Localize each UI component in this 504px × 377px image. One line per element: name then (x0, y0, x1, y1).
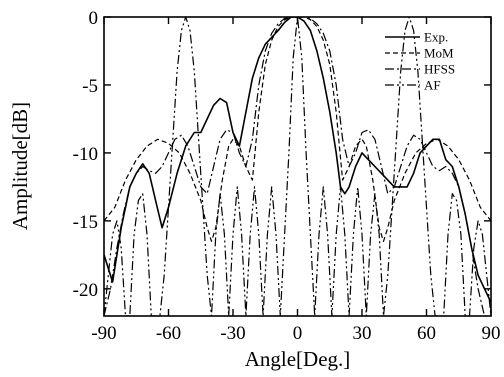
series-line-exp (104, 17, 491, 303)
x-tick-label: -60 (156, 323, 181, 344)
x-tick-label: 60 (417, 323, 436, 344)
x-tick-label: 90 (482, 323, 501, 344)
y-tick-label: 0 (89, 8, 99, 29)
y-tick-label: -5 (82, 76, 98, 97)
x-tick-label: 0 (293, 323, 303, 344)
y-tick-label: -20 (73, 280, 98, 301)
series-line-af (104, 17, 491, 316)
legend-label: HFSS (424, 62, 455, 77)
y-tick-label: -15 (73, 212, 98, 233)
x-axis-title: Angle[Deg.] (245, 347, 351, 371)
y-tick-label: -10 (73, 144, 98, 165)
x-tick-label: 30 (353, 323, 372, 344)
tick-labels-layer: -90 -60 -30 0 30 60 90 0 -5 -10 -15 -20 (73, 8, 501, 344)
series-layer (104, 17, 491, 316)
x-tick-label: -90 (91, 323, 116, 344)
series-line-hfss (104, 17, 491, 316)
y-axis-title: Amplitude[dB] (8, 102, 32, 230)
legend-label: AF (424, 78, 441, 93)
legend-label: Exp. (424, 30, 448, 45)
legend-label: MoM (424, 46, 454, 61)
ticks-layer (103, 16, 492, 316)
x-tick-label: -30 (220, 323, 245, 344)
